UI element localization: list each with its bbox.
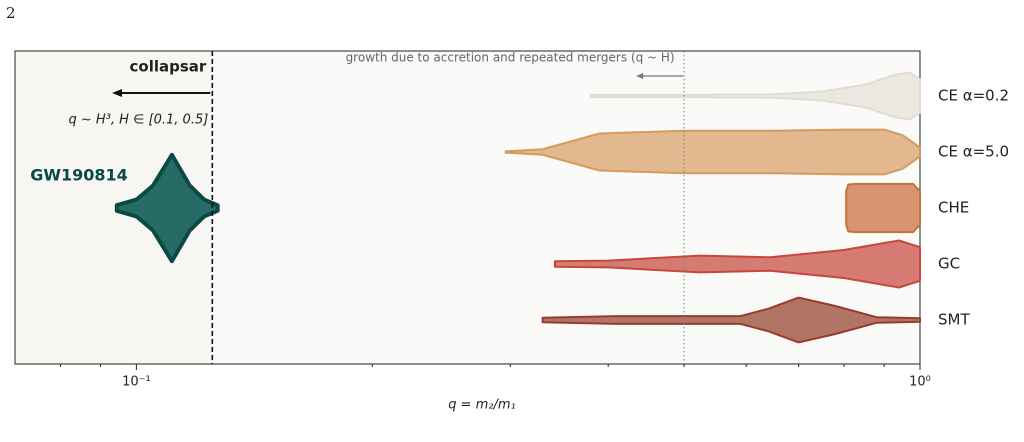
violin <box>845 182 921 234</box>
event-violin <box>114 152 220 264</box>
violin <box>504 128 921 176</box>
collapsar-label: collapsar <box>130 58 207 76</box>
category-label: CE α=5.0 <box>938 143 1009 161</box>
x-axis-label: q = m₂/m₁ <box>448 398 516 413</box>
page-number: 2 <box>6 4 16 22</box>
category-label: SMT <box>938 311 970 329</box>
collapsar-arrowhead <box>112 89 122 97</box>
violin <box>541 296 921 344</box>
x-tick-label: 10⁻¹ <box>122 375 151 390</box>
violin <box>589 71 921 121</box>
collapsar-relation: q ~ H³, H ∈ [0.1, 0.5] <box>69 113 209 128</box>
growth-arrowhead <box>636 73 644 79</box>
category-label: CE α=0.2 <box>938 87 1009 105</box>
event-label: GW190814 <box>30 166 128 185</box>
category-label: GC <box>938 255 960 273</box>
category-label: CHE <box>938 199 969 217</box>
violin <box>553 239 921 289</box>
x-tick-label: 10⁰ <box>909 375 931 390</box>
growth-label: growth due to accretion and repeated mer… <box>346 51 675 65</box>
